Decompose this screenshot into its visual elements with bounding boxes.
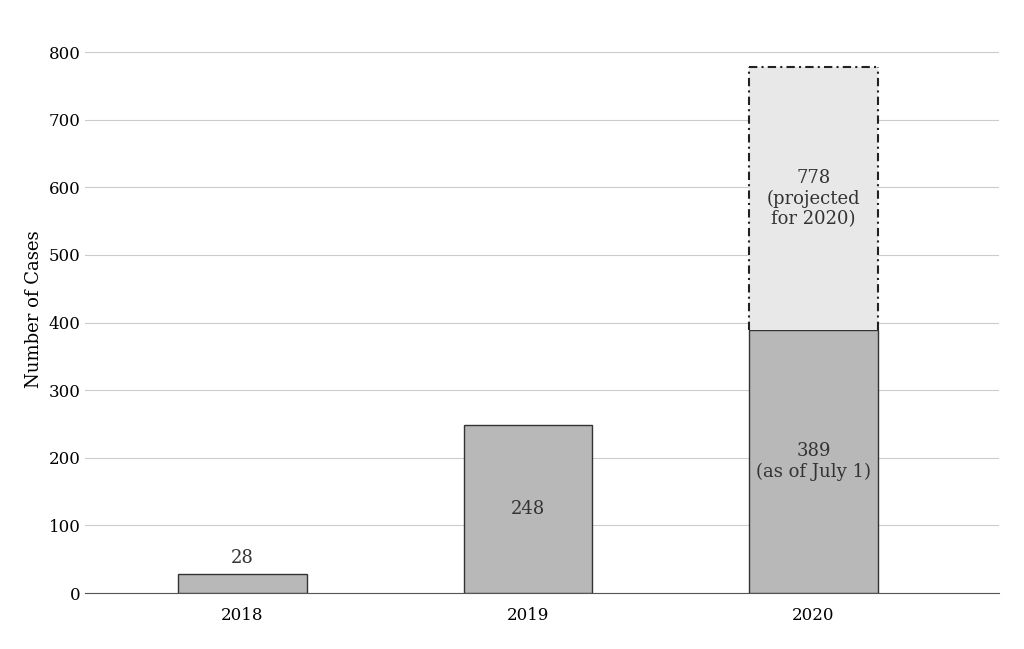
Y-axis label: Number of Cases: Number of Cases: [25, 230, 43, 388]
Text: 778
(projected
for 2020): 778 (projected for 2020): [767, 169, 860, 228]
Bar: [750, 330, 878, 593]
Bar: [750, 67, 878, 330]
Text: 28: 28: [230, 550, 254, 567]
Text: 389
(as of July 1): 389 (as of July 1): [756, 442, 870, 481]
Text: 248: 248: [511, 500, 545, 519]
Bar: [178, 574, 306, 593]
Bar: [464, 425, 592, 593]
